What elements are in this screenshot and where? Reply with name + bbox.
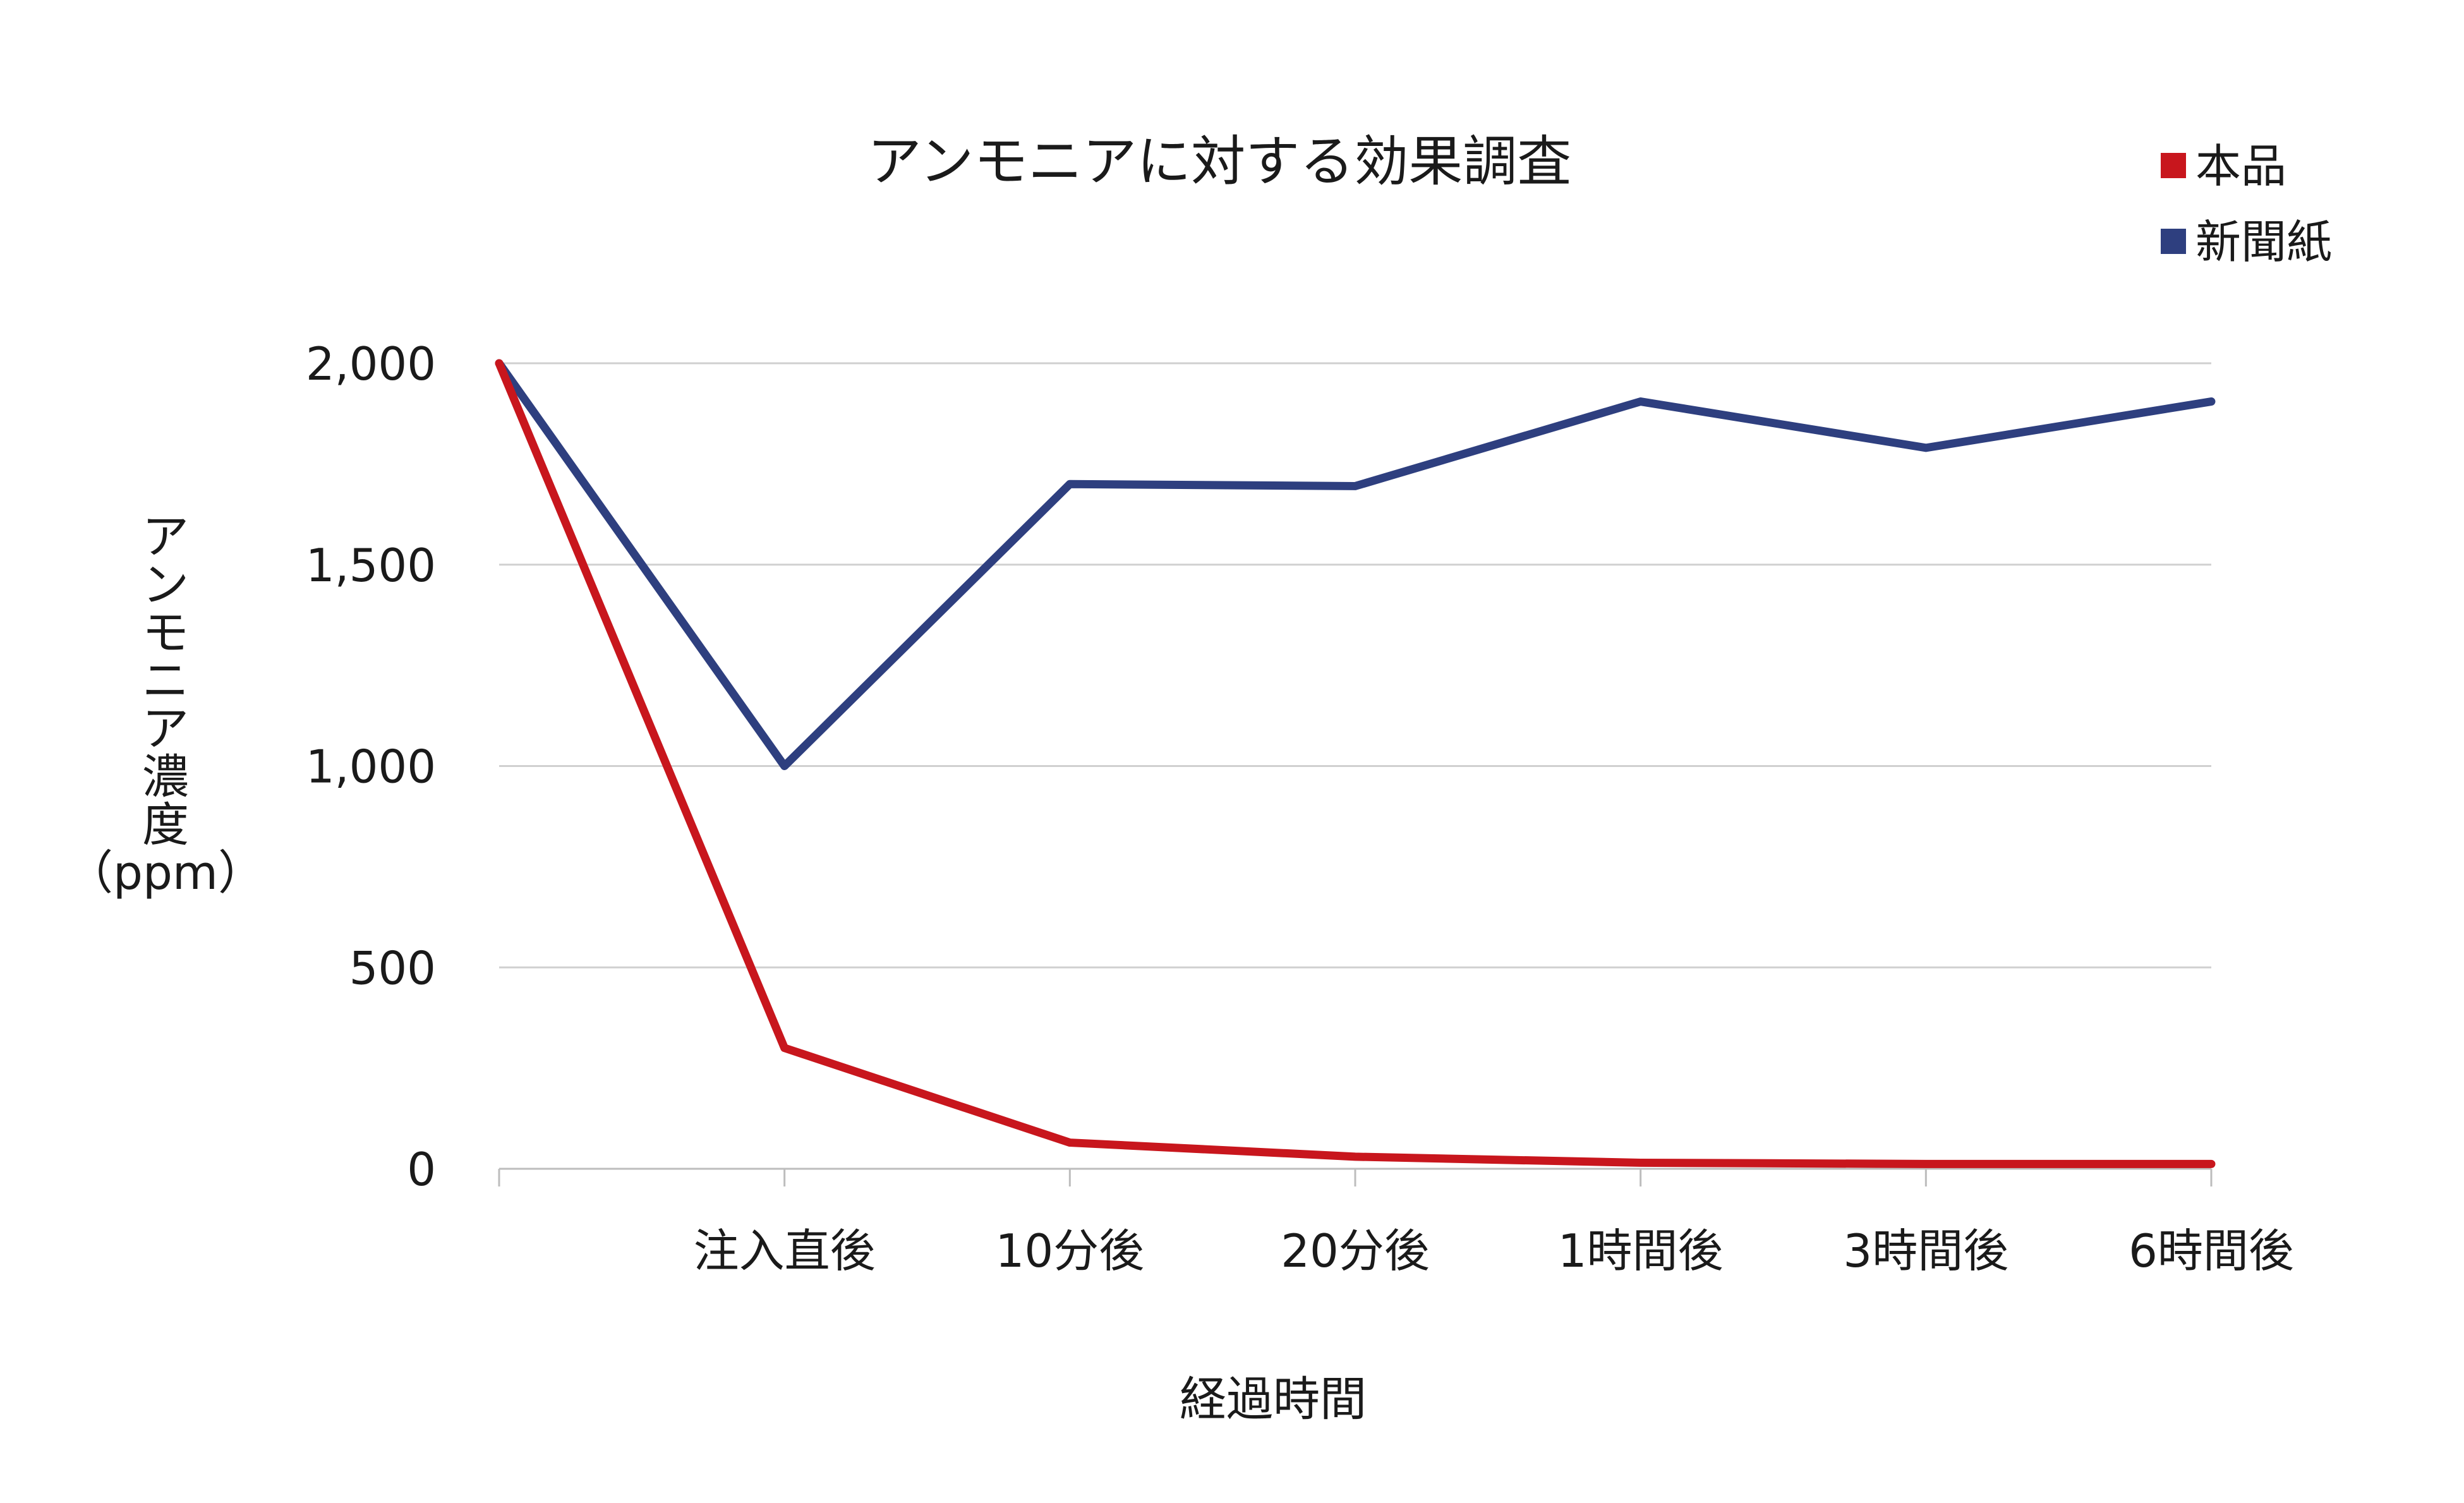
x-tick-label: 20分後	[1281, 1224, 1430, 1277]
series-line-1	[495, 359, 2216, 1168]
y-tick-label: 500	[349, 941, 436, 994]
x-tick-label: 1時間後	[1558, 1224, 1724, 1277]
x-axis-title: 経過時間	[1180, 1372, 1367, 1427]
x-tick-label: 注入直後	[694, 1224, 876, 1277]
y-axis-title-char: ア	[142, 702, 189, 756]
y-axis-ticks: 0 500 1,000 1,500 2,000	[306, 337, 436, 1196]
y-axis-title-char: （ppm）	[66, 846, 265, 900]
x-tick-label: 10分後	[996, 1224, 1145, 1277]
x-tick-label: 6時間後	[2129, 1224, 2294, 1277]
y-axis-title-char: 濃	[142, 750, 189, 804]
x-tick-label: 3時間後	[1843, 1224, 2008, 1277]
series-line-2	[495, 359, 2216, 770]
y-tick-label: 1,500	[306, 539, 436, 592]
y-tick-label: 1,000	[306, 740, 436, 794]
y-axis-title-char: 度	[142, 798, 189, 852]
series-lines	[495, 359, 2216, 1168]
gridlines	[499, 362, 2211, 969]
chart-title: アンモニアに対する効果調査	[867, 130, 1572, 193]
legend-swatch	[2161, 229, 2186, 254]
legend-swatch	[2161, 153, 2186, 178]
legend-label: 新聞紙	[2195, 215, 2332, 269]
y-axis-title-char: ニ	[142, 654, 189, 708]
y-tick-label: 0	[407, 1143, 436, 1196]
x-axis-ticks: 注入直後 10分後 20分後 1時間後 3時間後 6時間後	[498, 1169, 2294, 1277]
legend-label: 本品	[2195, 140, 2286, 193]
y-tick-label: 2,000	[306, 337, 436, 390]
y-axis-title-char: ン	[142, 558, 189, 612]
y-axis-title-char: モ	[142, 606, 189, 660]
y-axis-title-char: ア	[142, 510, 189, 564]
